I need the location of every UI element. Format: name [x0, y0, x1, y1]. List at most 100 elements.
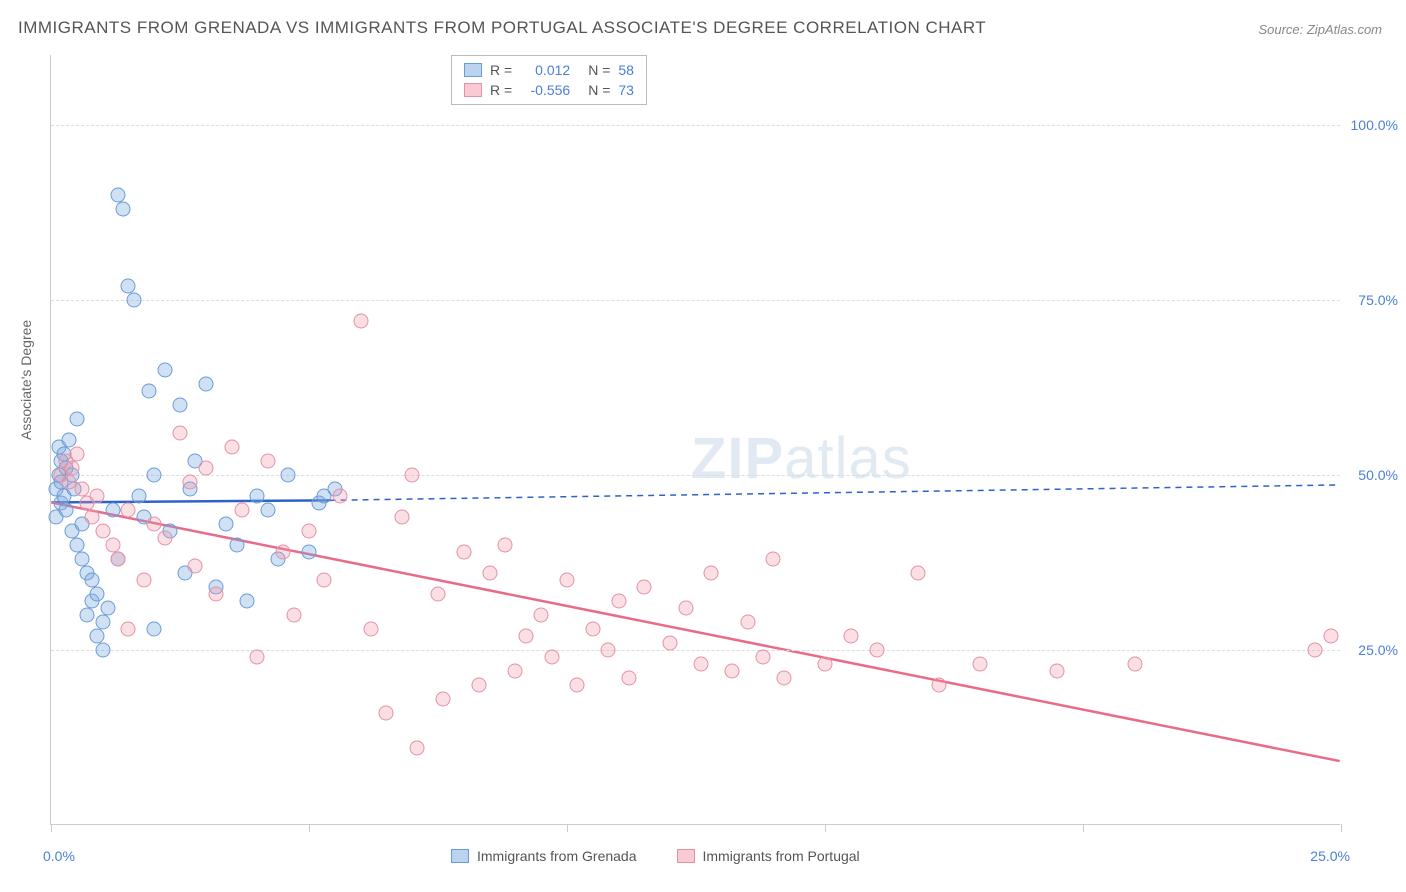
legend-r-value: -0.556	[520, 82, 570, 98]
data-point	[1127, 657, 1142, 672]
data-point	[363, 622, 378, 637]
scatter-chart: R =0.012N =58R =-0.556N =73 ZIPatlas Imm…	[50, 55, 1340, 825]
legend-n-value: 73	[618, 82, 634, 98]
data-point	[379, 706, 394, 721]
legend-n-label: N =	[588, 82, 610, 98]
series-legend: Immigrants from Grenada Immigrants from P…	[451, 848, 860, 864]
x-tick	[1341, 824, 1342, 832]
data-point	[332, 489, 347, 504]
data-point	[126, 293, 141, 308]
data-point	[621, 671, 636, 686]
data-point	[105, 503, 120, 518]
y-tick-label: 50.0%	[1358, 467, 1398, 483]
data-point	[95, 615, 110, 630]
legend-n-value: 58	[618, 62, 634, 78]
data-point	[498, 538, 513, 553]
data-point	[121, 279, 136, 294]
data-point	[131, 489, 146, 504]
data-point	[611, 594, 626, 609]
data-point	[260, 454, 275, 469]
data-point	[585, 622, 600, 637]
data-point	[219, 517, 234, 532]
data-point	[910, 566, 925, 581]
data-point	[198, 377, 213, 392]
trend-line	[51, 502, 1339, 761]
data-point	[302, 524, 317, 539]
data-point	[560, 573, 575, 588]
data-point	[394, 510, 409, 525]
x-tick	[825, 824, 826, 832]
data-point	[80, 608, 95, 623]
data-point	[59, 503, 74, 518]
data-point	[209, 587, 224, 602]
data-point	[111, 552, 126, 567]
data-point	[95, 643, 110, 658]
data-point	[74, 552, 89, 567]
trend-line	[330, 485, 1340, 500]
data-point	[142, 384, 157, 399]
y-axis-label: Associate's Degree	[18, 320, 34, 440]
data-point	[136, 573, 151, 588]
y-tick-label: 75.0%	[1358, 292, 1398, 308]
data-point	[260, 503, 275, 518]
data-point	[472, 678, 487, 693]
data-point	[85, 510, 100, 525]
legend-n-label: N =	[588, 62, 610, 78]
data-point	[601, 643, 616, 658]
watermark: ZIPatlas	[691, 425, 912, 492]
data-point	[69, 538, 84, 553]
data-point	[1323, 629, 1338, 644]
x-tick	[1083, 824, 1084, 832]
legend-swatch	[464, 63, 482, 77]
legend-row: R = 0.012 N = 58	[464, 60, 634, 80]
legend-swatch	[464, 83, 482, 97]
data-point	[147, 622, 162, 637]
y-tick-label: 100.0%	[1351, 117, 1398, 133]
data-point	[756, 650, 771, 665]
data-point	[534, 608, 549, 623]
data-point	[410, 741, 425, 756]
data-point	[740, 615, 755, 630]
x-tick	[51, 824, 52, 832]
data-point	[286, 608, 301, 623]
x-tick	[567, 824, 568, 832]
data-point	[147, 468, 162, 483]
gridline	[51, 125, 1340, 126]
legend-r-value: 0.012	[520, 62, 570, 78]
data-point	[869, 643, 884, 658]
data-point	[931, 678, 946, 693]
data-point	[818, 657, 833, 672]
data-point	[105, 538, 120, 553]
data-point	[482, 566, 497, 581]
x-tick	[309, 824, 310, 832]
watermark-light: atlas	[784, 426, 912, 491]
data-point	[663, 636, 678, 651]
data-point	[250, 650, 265, 665]
data-point	[281, 468, 296, 483]
data-point	[121, 503, 136, 518]
legend-row: R =-0.556N =73	[464, 80, 634, 100]
data-point	[100, 601, 115, 616]
data-point	[694, 657, 709, 672]
data-point	[317, 573, 332, 588]
watermark-bold: ZIP	[691, 426, 784, 491]
data-point	[972, 657, 987, 672]
legend-label: Immigrants from Portugal	[703, 848, 860, 864]
x-axis-max-label: 25.0%	[1310, 848, 1350, 864]
data-point	[431, 587, 446, 602]
chart-title: IMMIGRANTS FROM GRENADA VS IMMIGRANTS FR…	[18, 18, 986, 38]
data-point	[766, 552, 781, 567]
data-point	[240, 594, 255, 609]
data-point	[74, 482, 89, 497]
legend-r-label: R =	[490, 62, 512, 78]
data-point	[224, 440, 239, 455]
data-point	[436, 692, 451, 707]
data-point	[678, 601, 693, 616]
legend-item: Immigrants from Portugal	[677, 848, 860, 864]
data-point	[198, 461, 213, 476]
data-point	[276, 545, 291, 560]
data-point	[183, 475, 198, 490]
data-point	[250, 489, 265, 504]
legend-item: Immigrants from Grenada	[451, 848, 637, 864]
data-point	[90, 587, 105, 602]
